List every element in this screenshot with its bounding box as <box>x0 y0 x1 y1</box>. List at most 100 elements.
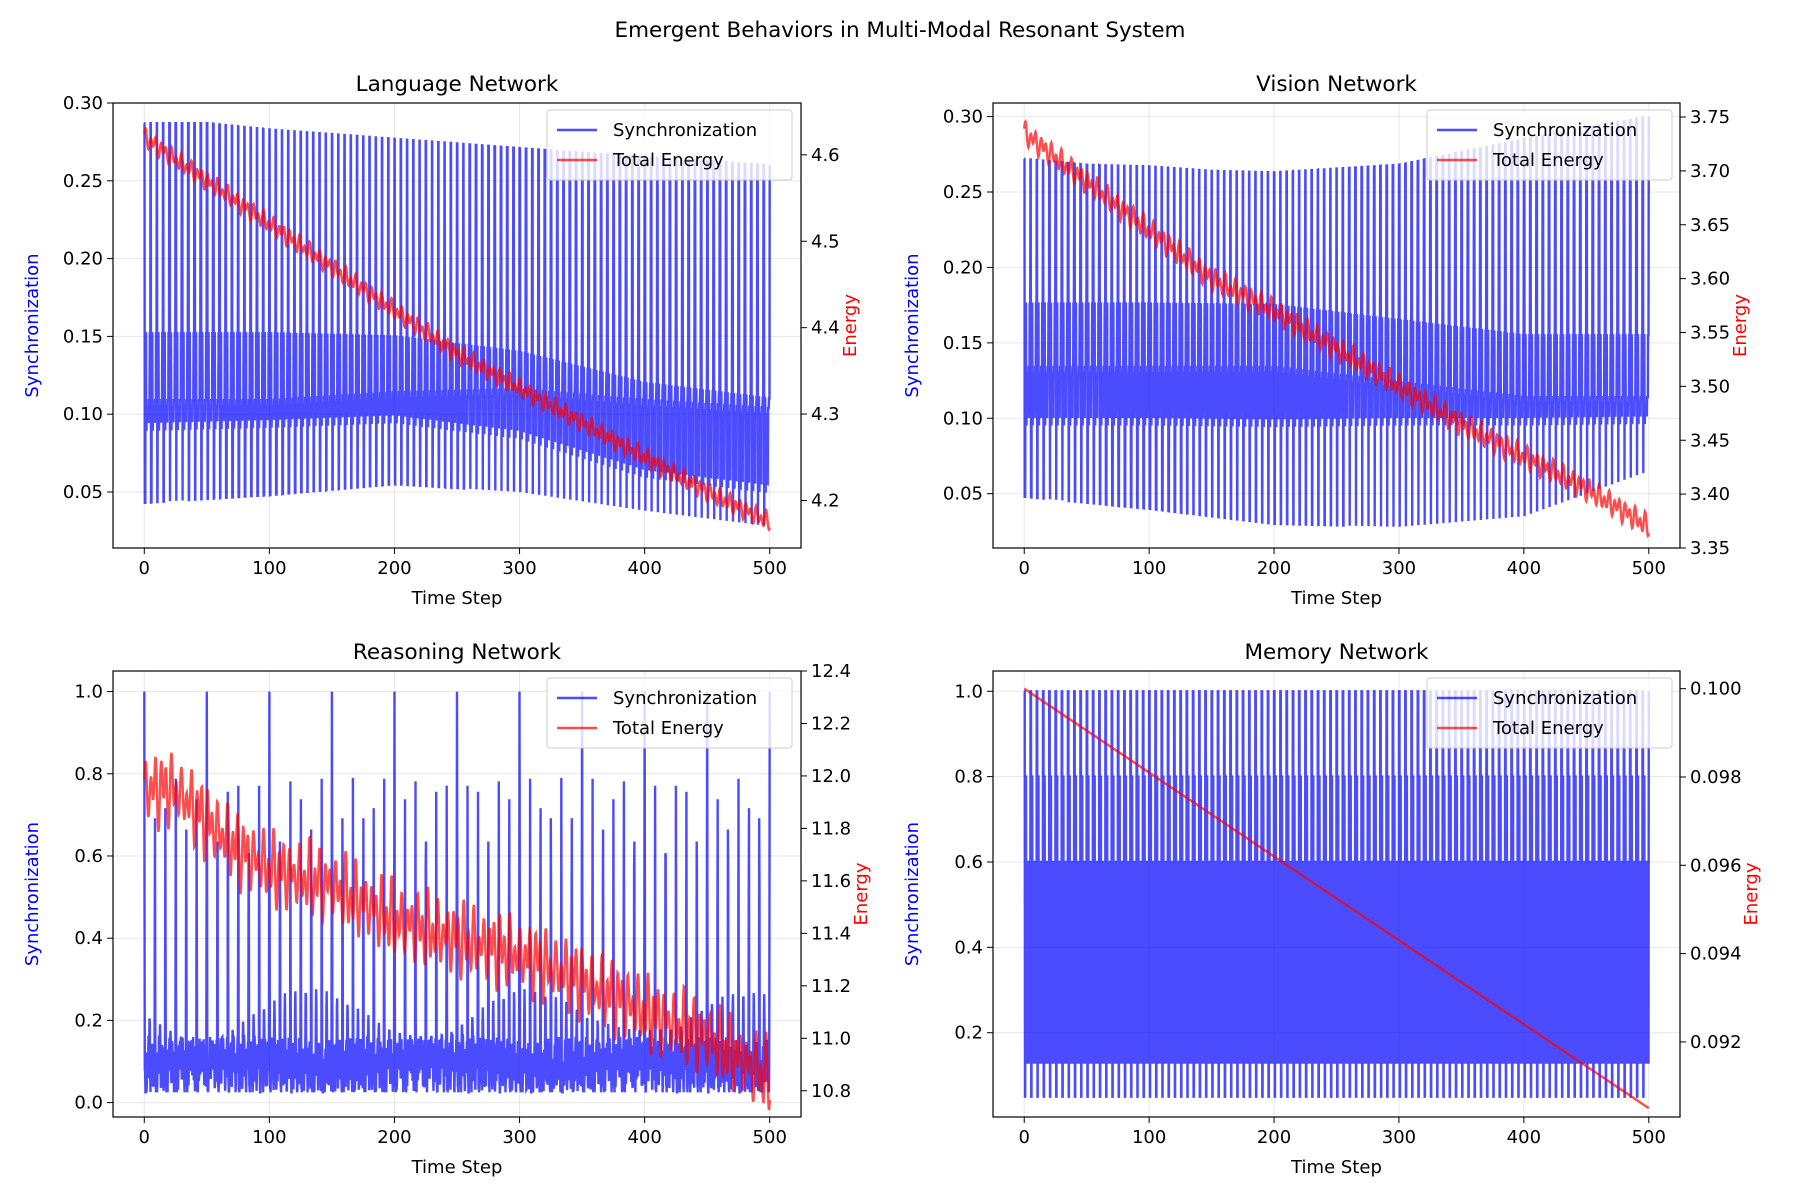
x-tick-label: 200 <box>377 1127 411 1148</box>
series-synchronization-line <box>143 121 771 526</box>
y-tick-label: 0.05 <box>63 482 103 503</box>
y2-axis-label: Energy <box>840 294 861 357</box>
legend-box <box>546 677 793 749</box>
y2-tick-label: 11.2 <box>811 976 851 997</box>
y-tick-label: 0.15 <box>63 326 103 347</box>
x-tick-label: 400 <box>1507 558 1541 579</box>
y2-tick-label: 3.65 <box>1690 215 1730 236</box>
y-axis-label: Synchronization <box>902 253 923 397</box>
x-tick-label: 100 <box>1132 558 1166 579</box>
legend-label: Synchronization <box>1493 688 1637 709</box>
subplot-3: 0 100 200 300 400 500 0.0 0.2 0.4 0.6 0.8 1.0 10.8 11… <box>22 640 872 1178</box>
x-axis-label: Time Step <box>1290 588 1382 609</box>
x-axis-label: Time Step <box>411 588 503 609</box>
series-synchronization-line <box>143 691 771 1095</box>
y-tick-label: 0.6 <box>954 852 983 873</box>
subplot-title: Memory Network <box>1244 640 1429 665</box>
y-tick-label: 0.10 <box>943 408 983 429</box>
y-axis-label: Synchronization <box>902 822 923 966</box>
y2-tick-label: 0.100 <box>1690 679 1742 700</box>
y2-tick-label: 3.55 <box>1690 323 1730 344</box>
x-axis-label: Time Step <box>411 1157 503 1178</box>
legend: Synchronization Total Energy <box>1426 109 1673 181</box>
y2-tick-label: 11.6 <box>811 871 851 892</box>
subplot-4: 0 100 200 300 400 500 0.2 0.4 0.6 0.8 1.0 0.092 0.09… <box>902 640 1762 1178</box>
legend-label: Synchronization <box>613 688 757 709</box>
y-tick-label: 0.25 <box>943 182 983 203</box>
series-synchronization-line <box>1023 690 1650 1098</box>
x-tick-label: 0 <box>1019 1127 1030 1148</box>
y-tick-label: 0.15 <box>943 333 983 354</box>
y2-tick-label: 3.40 <box>1690 484 1730 505</box>
y2-tick-label: 12.2 <box>811 713 851 734</box>
legend-label: Total Energy <box>1492 718 1604 739</box>
y-tick-label: 0.20 <box>63 249 103 270</box>
y2-tick-label: 0.098 <box>1690 767 1742 788</box>
y-tick-label: 1.0 <box>954 681 983 702</box>
y2-tick-label: 4.6 <box>811 145 840 166</box>
subplot-title: Vision Network <box>1256 72 1417 97</box>
y2-tick-label: 4.2 <box>811 490 840 511</box>
y2-tick-label: 12.4 <box>811 661 851 682</box>
x-tick-label: 300 <box>1382 1127 1416 1148</box>
y-axis-label: Synchronization <box>22 822 43 966</box>
x-tick-label: 500 <box>1632 558 1666 579</box>
figure-title: Emergent Behaviors in Multi-Modal Resona… <box>614 18 1186 43</box>
y2-tick-label: 0.094 <box>1690 944 1742 965</box>
y-tick-label: 0.25 <box>63 171 103 192</box>
legend-label: Total Energy <box>612 150 724 171</box>
series-energy-line <box>143 126 771 532</box>
y-axis-label: Synchronization <box>22 253 43 397</box>
y-tick-label: 0.30 <box>63 93 103 114</box>
y-tick-label: 0.0 <box>74 1093 103 1114</box>
legend: Synchronization Total Energy <box>546 109 793 181</box>
x-tick-label: 0 <box>139 558 150 579</box>
x-tick-label: 200 <box>1257 558 1291 579</box>
legend-box <box>1426 109 1673 181</box>
x-tick-label: 100 <box>1132 1127 1166 1148</box>
y2-tick-label: 4.5 <box>811 231 840 252</box>
y2-tick-label: 3.60 <box>1690 269 1730 290</box>
x-tick-label: 500 <box>1632 1127 1666 1148</box>
x-tick-label: 200 <box>1257 1127 1291 1148</box>
y2-tick-label: 4.3 <box>811 404 840 425</box>
y2-tick-label: 0.096 <box>1690 855 1742 876</box>
legend: Synchronization Total Energy <box>546 677 793 749</box>
y-tick-label: 0.8 <box>74 764 103 785</box>
y-tick-label: 0.4 <box>74 928 103 949</box>
x-tick-label: 0 <box>139 1127 150 1148</box>
y-tick-label: 0.20 <box>943 257 983 278</box>
y-tick-label: 0.4 <box>954 937 983 958</box>
y-tick-label: 0.2 <box>954 1023 983 1044</box>
y-tick-label: 1.0 <box>74 682 103 703</box>
series-energy-line <box>1023 118 1650 539</box>
legend-label: Total Energy <box>1492 150 1604 171</box>
x-tick-label: 400 <box>627 558 661 579</box>
x-tick-label: 400 <box>627 1127 661 1148</box>
x-axis-label: Time Step <box>1290 1157 1382 1178</box>
x-tick-label: 100 <box>252 558 286 579</box>
series-energy-line <box>1023 687 1650 1110</box>
legend-box <box>546 109 793 181</box>
legend-label: Total Energy <box>612 718 724 739</box>
x-tick-label: 400 <box>1507 1127 1541 1148</box>
subplot-title: Language Network <box>356 72 559 97</box>
series-synchronization-line <box>1023 115 1650 527</box>
axes-frame <box>112 102 802 549</box>
x-tick-label: 100 <box>252 1127 286 1148</box>
x-tick-label: 300 <box>502 558 536 579</box>
y2-tick-label: 0.092 <box>1690 1032 1742 1053</box>
subplot-2: 0 100 200 300 400 500 0.05 0.10 0.15 0.20 0.25 0.30… <box>902 72 1751 609</box>
axes-frame <box>112 670 802 1118</box>
axes-frame <box>992 102 1681 549</box>
legend-box <box>1426 677 1673 749</box>
y2-tick-label: 11.0 <box>811 1028 851 1049</box>
subplot-title: Reasoning Network <box>353 640 562 665</box>
y2-axis-label: Energy <box>1741 862 1762 925</box>
y2-tick-label: 3.45 <box>1690 430 1730 451</box>
y2-axis-label: Energy <box>851 862 872 925</box>
y2-tick-label: 11.8 <box>811 818 851 839</box>
y-tick-label: 0.8 <box>954 767 983 788</box>
